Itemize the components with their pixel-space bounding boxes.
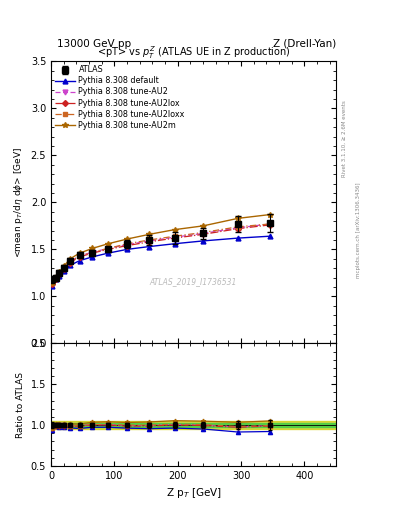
Pythia 8.308 tune-AU2 bbox=[147, 238, 152, 244]
Pythia 8.308 tune-AU2 bbox=[125, 242, 129, 248]
Pythia 8.308 tune-AU2m bbox=[53, 273, 58, 280]
Pythia 8.308 tune-AU2m bbox=[77, 250, 82, 256]
Pythia 8.308 tune-AU2loxx bbox=[57, 270, 62, 276]
Pythia 8.308 tune-AU2m bbox=[106, 241, 110, 247]
Pythia 8.308 tune-AU2 bbox=[235, 225, 240, 231]
Y-axis label: Ratio to ATLAS: Ratio to ATLAS bbox=[16, 372, 25, 438]
Pythia 8.308 default bbox=[235, 235, 240, 241]
Line: Pythia 8.308 tune-AU2m: Pythia 8.308 tune-AU2m bbox=[50, 212, 272, 286]
Pythia 8.308 tune-AU2loxx bbox=[172, 233, 177, 239]
Pythia 8.308 tune-AU2m bbox=[201, 223, 206, 229]
Pythia 8.308 tune-AU2lox bbox=[201, 231, 206, 238]
Pythia 8.308 tune-AU2 bbox=[267, 221, 272, 227]
Pythia 8.308 tune-AU2m bbox=[61, 263, 66, 269]
Pythia 8.308 tune-AU2loxx bbox=[106, 245, 110, 251]
Pythia 8.308 tune-AU2 bbox=[172, 234, 177, 240]
Pythia 8.308 tune-AU2loxx bbox=[50, 280, 55, 286]
Pythia 8.308 default bbox=[125, 246, 129, 252]
Pythia 8.308 tune-AU2lox bbox=[50, 281, 55, 287]
Pythia 8.308 default bbox=[61, 268, 66, 274]
Pythia 8.308 default bbox=[267, 233, 272, 239]
Pythia 8.308 tune-AU2lox bbox=[61, 266, 66, 272]
Pythia 8.308 tune-AU2loxx bbox=[77, 253, 82, 259]
Title: <pT> vs $p_T^Z$ (ATLAS UE in Z production): <pT> vs $p_T^Z$ (ATLAS UE in Z productio… bbox=[97, 45, 290, 61]
Line: Pythia 8.308 tune-AU2loxx: Pythia 8.308 tune-AU2loxx bbox=[50, 222, 272, 285]
Pythia 8.308 tune-AU2m bbox=[267, 211, 272, 218]
Pythia 8.308 tune-AU2lox bbox=[147, 239, 152, 245]
Pythia 8.308 default bbox=[68, 262, 72, 268]
X-axis label: Z p$_T$ [GeV]: Z p$_T$ [GeV] bbox=[165, 486, 222, 500]
Pythia 8.308 default bbox=[106, 250, 110, 256]
Pythia 8.308 tune-AU2m bbox=[50, 280, 55, 286]
Text: Rivet 3.1.10, ≥ 2.6M events: Rivet 3.1.10, ≥ 2.6M events bbox=[342, 100, 347, 177]
Pythia 8.308 tune-AU2m bbox=[172, 227, 177, 233]
Pythia 8.308 tune-AU2lox bbox=[172, 235, 177, 241]
Line: Pythia 8.308 default: Pythia 8.308 default bbox=[50, 234, 272, 288]
Pythia 8.308 tune-AU2lox bbox=[106, 246, 110, 252]
Pythia 8.308 tune-AU2loxx bbox=[125, 241, 129, 247]
Pythia 8.308 default bbox=[57, 272, 62, 279]
Pythia 8.308 tune-AU2m bbox=[57, 269, 62, 275]
Pythia 8.308 default bbox=[201, 238, 206, 244]
Line: Pythia 8.308 tune-AU2lox: Pythia 8.308 tune-AU2lox bbox=[50, 223, 272, 286]
Pythia 8.308 tune-AU2 bbox=[77, 253, 82, 259]
Pythia 8.308 default bbox=[77, 258, 82, 264]
Pythia 8.308 tune-AU2 bbox=[90, 249, 95, 255]
Pythia 8.308 tune-AU2lox bbox=[125, 243, 129, 249]
Pythia 8.308 tune-AU2loxx bbox=[147, 237, 152, 243]
Pythia 8.308 tune-AU2lox bbox=[77, 254, 82, 260]
Pythia 8.308 tune-AU2lox bbox=[68, 260, 72, 266]
Pythia 8.308 tune-AU2 bbox=[68, 259, 72, 265]
Legend: ATLAS, Pythia 8.308 default, Pythia 8.308 tune-AU2, Pythia 8.308 tune-AU2lox, Py: ATLAS, Pythia 8.308 default, Pythia 8.30… bbox=[53, 64, 186, 131]
Pythia 8.308 default bbox=[90, 254, 95, 260]
Pythia 8.308 tune-AU2 bbox=[201, 230, 206, 237]
Pythia 8.308 tune-AU2loxx bbox=[68, 259, 72, 265]
Pythia 8.308 tune-AU2 bbox=[106, 245, 110, 251]
Pythia 8.308 default bbox=[53, 276, 58, 283]
Pythia 8.308 tune-AU2lox bbox=[90, 250, 95, 256]
Pythia 8.308 default bbox=[50, 283, 55, 289]
Pythia 8.308 tune-AU2 bbox=[50, 280, 55, 286]
Pythia 8.308 tune-AU2m bbox=[235, 216, 240, 222]
Text: mcplots.cern.ch [arXiv:1306.3436]: mcplots.cern.ch [arXiv:1306.3436] bbox=[356, 183, 361, 278]
Pythia 8.308 tune-AU2loxx bbox=[201, 229, 206, 236]
Pythia 8.308 tune-AU2lox bbox=[267, 222, 272, 228]
Pythia 8.308 tune-AU2m bbox=[147, 231, 152, 238]
Text: 13000 GeV pp: 13000 GeV pp bbox=[57, 38, 131, 49]
Pythia 8.308 tune-AU2 bbox=[61, 265, 66, 271]
Pythia 8.308 tune-AU2m bbox=[125, 236, 129, 242]
Y-axis label: <mean p$_T$/d$\eta$ d$\phi$> [GeV]: <mean p$_T$/d$\eta$ d$\phi$> [GeV] bbox=[12, 147, 25, 258]
Line: Pythia 8.308 tune-AU2: Pythia 8.308 tune-AU2 bbox=[50, 222, 272, 286]
Pythia 8.308 tune-AU2loxx bbox=[235, 224, 240, 230]
Pythia 8.308 tune-AU2loxx bbox=[61, 265, 66, 271]
Pythia 8.308 tune-AU2lox bbox=[53, 275, 58, 282]
Pythia 8.308 default bbox=[147, 244, 152, 250]
Text: ATLAS_2019_I1736531: ATLAS_2019_I1736531 bbox=[150, 277, 237, 286]
Text: Z (Drell-Yan): Z (Drell-Yan) bbox=[273, 38, 336, 49]
Pythia 8.308 tune-AU2 bbox=[57, 270, 62, 276]
Bar bbox=[51, 423, 336, 426]
Pythia 8.308 tune-AU2loxx bbox=[53, 274, 58, 281]
Pythia 8.308 tune-AU2 bbox=[53, 274, 58, 281]
Pythia 8.308 default bbox=[172, 241, 177, 247]
Pythia 8.308 tune-AU2lox bbox=[57, 271, 62, 277]
Pythia 8.308 tune-AU2m bbox=[68, 255, 72, 262]
Pythia 8.308 tune-AU2loxx bbox=[90, 249, 95, 255]
Pythia 8.308 tune-AU2loxx bbox=[267, 221, 272, 227]
Bar bbox=[51, 421, 336, 429]
Pythia 8.308 tune-AU2lox bbox=[235, 226, 240, 232]
Pythia 8.308 tune-AU2m bbox=[90, 245, 95, 251]
